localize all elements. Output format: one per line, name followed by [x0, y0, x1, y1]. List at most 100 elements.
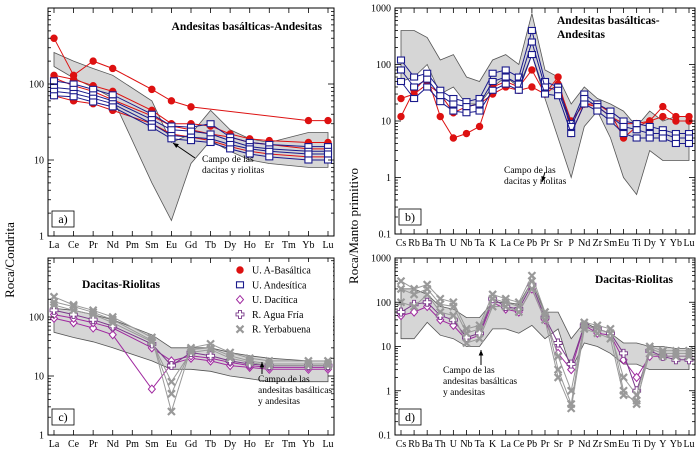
chart-title: Andesitas — [557, 29, 605, 41]
x-tick-label: Pr — [541, 238, 551, 249]
data-point — [225, 353, 235, 363]
data-point — [671, 349, 681, 358]
data-point — [88, 315, 98, 325]
data-point — [410, 73, 419, 81]
data-point — [632, 134, 641, 142]
data-point — [619, 122, 628, 131]
data-point — [567, 364, 576, 375]
panel-label: b) — [405, 210, 415, 224]
series-7 — [49, 92, 333, 164]
data-point — [50, 34, 58, 42]
x-tick-label: Th — [435, 439, 446, 450]
data-point — [49, 297, 59, 307]
data-point — [645, 122, 654, 131]
data-point — [540, 90, 550, 98]
y-tick-label: 10 — [381, 117, 391, 128]
legend-marker — [235, 294, 245, 305]
series-4 — [396, 51, 694, 148]
data-point — [540, 315, 550, 325]
data-point — [606, 334, 615, 343]
series-3 — [396, 38, 694, 142]
data-point — [304, 361, 313, 370]
data-point — [409, 290, 419, 299]
data-point — [553, 373, 563, 382]
chart-panel-c: 1 10 100 La Ce Pr Nd Pm Sm Eu Gd Tb Dy Ho Er Tm Yb Lu Daci… — [29, 257, 335, 450]
legend-marker — [236, 266, 244, 274]
x-tick-label: Cs — [396, 238, 407, 249]
data-point — [88, 310, 98, 319]
data-point — [147, 337, 157, 347]
x-tick-label: Zr — [593, 439, 603, 450]
data-point — [554, 92, 563, 100]
data-point — [265, 361, 274, 370]
x-tick-label: Nd — [107, 439, 119, 450]
data-point — [449, 311, 458, 320]
legend-label: R. Yerbabuena — [252, 325, 311, 336]
x-tick-label: Eu — [618, 439, 629, 450]
data-point — [514, 73, 523, 81]
x-tick-label: Ba — [422, 238, 434, 249]
data-point — [409, 307, 419, 317]
field-annotation: Campo de las — [504, 166, 556, 176]
y-tick-label: 100 — [29, 313, 44, 324]
y-tick-label: 1 — [39, 431, 44, 442]
data-point — [527, 51, 536, 59]
annotation-arrowhead — [478, 350, 484, 356]
x-tick-label: P — [568, 439, 574, 450]
data-point — [659, 102, 667, 111]
data-point — [265, 153, 274, 161]
x-tick-label: La — [500, 439, 511, 450]
data-point — [89, 57, 97, 65]
data-point — [108, 91, 117, 99]
data-point — [108, 330, 117, 340]
data-point — [619, 129, 628, 138]
data-point — [514, 307, 524, 317]
y-tick-label: 0.1 — [379, 431, 392, 442]
y-tick-label: 100 — [376, 298, 391, 309]
data-point — [488, 302, 497, 311]
data-point — [540, 83, 550, 91]
data-point — [462, 338, 471, 348]
data-point — [527, 38, 536, 46]
y-axis-label-left: Roca/Condrita — [2, 222, 17, 298]
field-annotation: Campo de las — [443, 366, 495, 376]
x-tick-label: Tm — [282, 439, 296, 450]
x-tick-label: Nd — [578, 238, 590, 249]
field-annotation: y andesitas — [258, 397, 300, 407]
data-point — [167, 407, 176, 416]
panel-label: a) — [58, 212, 67, 226]
data-point — [671, 352, 681, 361]
data-point — [462, 129, 471, 138]
field-annotation: Campo de las — [258, 375, 310, 385]
field-annotation: y andesitas — [443, 388, 485, 398]
data-point — [684, 139, 694, 148]
x-tick-label: Pb — [527, 238, 538, 249]
y-tick-label: 1 — [386, 386, 391, 397]
series-0 — [50, 34, 332, 125]
x-tick-label: Ta — [475, 439, 485, 450]
x-tick-label: Lu — [322, 240, 333, 251]
x-tick-label: Lu — [322, 439, 333, 450]
data-point — [580, 100, 589, 108]
data-point — [323, 150, 333, 158]
data-point — [396, 66, 406, 74]
data-point — [422, 297, 432, 307]
data-point — [49, 300, 59, 310]
y-tick-label: 1 — [386, 173, 391, 184]
y-axis-label-right: Roca/Manto primitivo — [346, 168, 361, 284]
x-tick-label: Pm — [126, 439, 140, 450]
data-point — [579, 318, 589, 327]
x-tick-label: La — [500, 238, 511, 249]
data-point — [449, 302, 458, 311]
x-tick-label: Pb — [527, 439, 538, 450]
data-point — [593, 328, 602, 338]
x-tick-label: Gd — [185, 439, 197, 450]
data-point — [488, 69, 497, 77]
data-point — [148, 85, 156, 94]
data-point — [501, 302, 511, 311]
x-tick-label: Ho — [244, 240, 256, 251]
data-point — [245, 358, 254, 367]
data-point — [167, 97, 176, 105]
data-point — [206, 138, 215, 147]
data-point — [528, 83, 536, 91]
